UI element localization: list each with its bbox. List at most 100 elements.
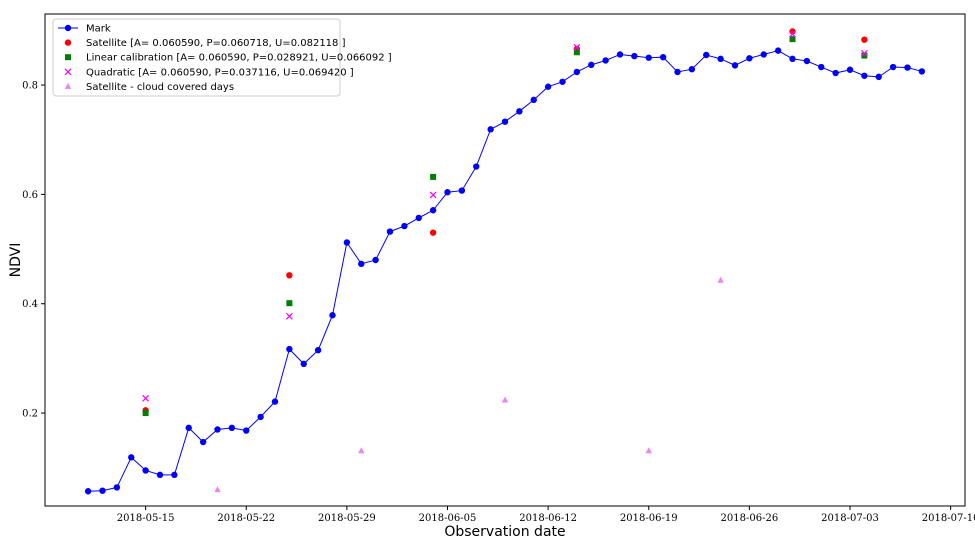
data-point bbox=[774, 47, 782, 54]
data-point bbox=[171, 471, 178, 479]
legend-entry-label: Satellite [A= 0.060590, P=0.060718, U=0.… bbox=[86, 38, 346, 49]
x-tick-label: 2018-06-05 bbox=[419, 513, 477, 524]
data-point bbox=[429, 207, 437, 214]
data-point bbox=[674, 68, 681, 76]
data-marks bbox=[84, 28, 926, 495]
data-point bbox=[401, 222, 408, 230]
data-point bbox=[846, 66, 854, 73]
data-point bbox=[803, 57, 811, 65]
series-2 bbox=[142, 36, 868, 417]
legend-box bbox=[52, 18, 341, 97]
data-point bbox=[415, 214, 422, 222]
y-tick-label: 0.4 bbox=[22, 299, 38, 310]
series-3 bbox=[142, 30, 868, 402]
data-point bbox=[889, 63, 897, 71]
data-point bbox=[300, 360, 307, 368]
data-point bbox=[286, 272, 293, 279]
data-point bbox=[731, 62, 739, 69]
mark-series-line bbox=[88, 50, 923, 492]
data-point bbox=[588, 61, 595, 69]
data-point bbox=[688, 66, 696, 73]
data-point bbox=[789, 36, 796, 43]
data-point bbox=[314, 347, 322, 354]
data-point bbox=[329, 312, 336, 319]
x-tick-label: 2018-07-10 bbox=[922, 513, 975, 524]
data-point bbox=[429, 191, 437, 199]
x-tick-label: 2018-06-12 bbox=[519, 513, 577, 524]
data-point bbox=[358, 447, 365, 454]
data-point bbox=[285, 312, 293, 320]
data-point bbox=[559, 78, 566, 85]
legend-marker bbox=[65, 54, 71, 61]
data-point bbox=[789, 55, 796, 63]
data-point bbox=[904, 64, 911, 71]
data-point bbox=[458, 187, 466, 194]
data-point bbox=[746, 55, 753, 62]
data-point bbox=[573, 49, 580, 56]
x-tick-label: 2018-06-19 bbox=[620, 513, 678, 524]
x-axis-ticks: 2018-05-15 2018-05-22 2018-05-29 2018-06-05… bbox=[117, 506, 975, 524]
data-point bbox=[573, 68, 581, 76]
data-point bbox=[860, 49, 868, 57]
data-point bbox=[501, 118, 509, 125]
data-point bbox=[199, 438, 207, 446]
data-point bbox=[286, 300, 293, 307]
data-point bbox=[99, 487, 106, 494]
data-point bbox=[645, 54, 652, 61]
y-tick-label: 0.2 bbox=[22, 409, 38, 420]
legend-marker bbox=[64, 24, 72, 32]
series-1 bbox=[142, 28, 868, 414]
data-point bbox=[142, 467, 149, 474]
data-point bbox=[286, 345, 293, 353]
legend: Mark Satellite [A= 0.060590, P=0.060718, … bbox=[52, 18, 392, 97]
data-point bbox=[703, 51, 710, 59]
data-point bbox=[358, 260, 365, 268]
legend-entry-label: Mark bbox=[86, 24, 111, 35]
data-point bbox=[429, 229, 437, 236]
data-point bbox=[544, 83, 552, 90]
data-point bbox=[113, 484, 121, 491]
data-point bbox=[343, 239, 351, 246]
legend-marker bbox=[64, 68, 72, 76]
data-point bbox=[142, 394, 150, 402]
data-point bbox=[228, 424, 236, 432]
data-point bbox=[386, 228, 394, 235]
plot-frame bbox=[44, 13, 966, 507]
data-point bbox=[861, 52, 868, 59]
data-point bbox=[760, 51, 767, 58]
legend-entry-label: Quadratic [A= 0.060590, P=0.037116, U=0.… bbox=[86, 67, 354, 78]
data-point bbox=[717, 55, 724, 63]
legend-marker bbox=[64, 39, 72, 46]
data-point bbox=[631, 52, 638, 60]
data-point bbox=[875, 73, 882, 81]
data-point bbox=[616, 51, 624, 58]
data-point bbox=[214, 426, 221, 433]
data-point bbox=[430, 173, 437, 180]
data-point bbox=[861, 72, 868, 79]
data-point bbox=[156, 471, 164, 479]
series-0 bbox=[84, 47, 926, 495]
x-tick-label: 2018-05-15 bbox=[117, 513, 175, 524]
data-point bbox=[487, 126, 494, 133]
data-point bbox=[84, 488, 92, 495]
data-point bbox=[645, 447, 652, 454]
data-point bbox=[501, 396, 509, 403]
data-point bbox=[789, 30, 796, 38]
x-tick-label: 2018-06-26 bbox=[721, 513, 779, 524]
data-point bbox=[473, 163, 480, 170]
data-point bbox=[142, 410, 149, 417]
legend-entry-label: Satellite - cloud covered days bbox=[86, 82, 234, 93]
data-point bbox=[861, 36, 868, 43]
data-point bbox=[271, 398, 279, 405]
data-point bbox=[516, 108, 523, 115]
data-point bbox=[257, 413, 264, 421]
y-axis-label: NDVI bbox=[8, 243, 24, 278]
y-tick-label: 0.6 bbox=[22, 190, 38, 201]
data-point bbox=[372, 256, 379, 264]
data-point bbox=[717, 276, 724, 283]
data-point bbox=[530, 96, 537, 104]
data-point bbox=[185, 424, 192, 432]
data-point bbox=[573, 43, 581, 51]
legend-marker bbox=[64, 82, 72, 89]
